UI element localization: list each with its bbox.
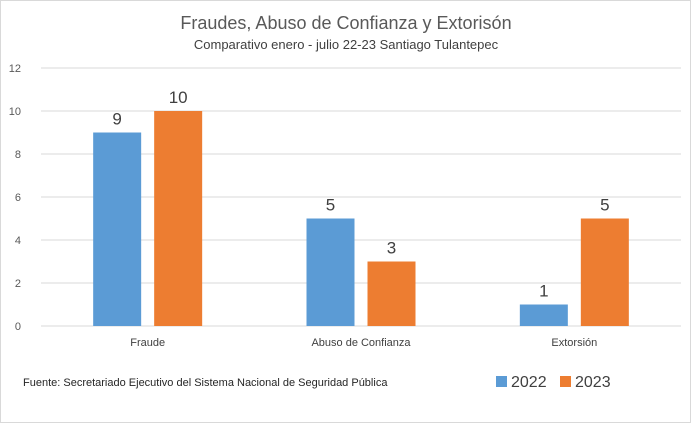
bar: [519, 304, 568, 326]
bar: [93, 132, 142, 326]
legend-swatch: [560, 376, 571, 387]
y-tick-label: 8: [15, 149, 21, 161]
data-label: 3: [387, 239, 396, 258]
x-axis-categories: Fraude Abuso de Confianza Extorsión: [130, 337, 597, 349]
gridlines: [41, 67, 681, 327]
bar: [367, 261, 416, 326]
y-tick-label: 0: [15, 321, 21, 333]
data-labels: 9 10 5 3 1 5: [112, 88, 609, 301]
chart-subtitle: Comparativo enero - julio 22-23 Santiago…: [194, 37, 499, 52]
y-tick-label: 6: [15, 192, 21, 204]
bar: [154, 111, 203, 326]
category-label: Fraude: [130, 337, 165, 349]
y-axis-ticks: 0 2 4 6 8 10 12: [9, 63, 21, 333]
bars: [93, 111, 629, 326]
legend: 2022 2023: [496, 374, 611, 391]
y-tick-label: 10: [9, 106, 21, 118]
legend-swatch: [496, 376, 507, 387]
y-tick-label: 2: [15, 278, 21, 290]
data-label: 9: [112, 110, 121, 129]
source-note: Fuente: Secretariado Ejecutivo del Siste…: [23, 377, 388, 389]
category-label: Abuso de Confianza: [311, 337, 411, 349]
legend-label: 2022: [511, 374, 547, 391]
category-label: Extorsión: [551, 337, 597, 349]
data-label: 1: [539, 282, 548, 301]
chart-title: Fraudes, Abuso de Confianza y Extorisón: [180, 13, 511, 33]
data-label: 5: [326, 196, 335, 215]
bar: [306, 218, 355, 326]
legend-label: 2023: [575, 374, 611, 391]
y-tick-label: 4: [15, 235, 21, 247]
data-label: 5: [600, 196, 609, 215]
bar: [580, 218, 629, 326]
data-label: 10: [169, 88, 188, 107]
y-tick-label: 12: [9, 63, 21, 75]
